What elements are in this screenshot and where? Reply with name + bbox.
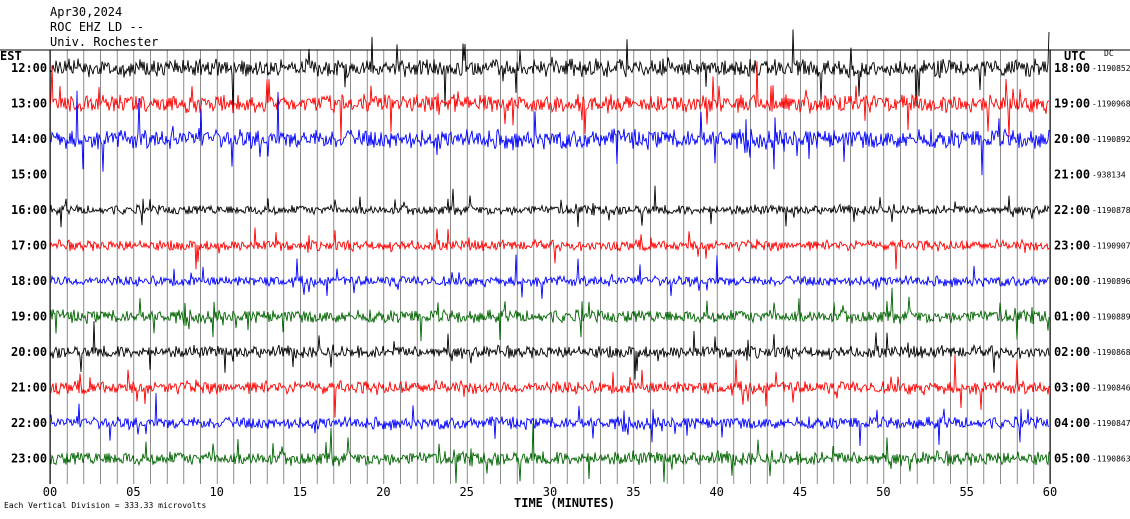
trace-1600 <box>49 185 1050 228</box>
x-tick-label: 10 <box>209 485 223 499</box>
dc-offset-label: -1190892 <box>1092 135 1130 144</box>
est-hour-label: 12:00 <box>11 61 47 75</box>
trace-2300 <box>49 423 1050 484</box>
utc-hour-label: 05:00 <box>1054 452 1090 466</box>
dc-offset-label: -1190852 <box>1092 64 1130 73</box>
dc-offset-label: -1190889 <box>1092 313 1130 322</box>
x-tick-label: 55 <box>959 485 973 499</box>
header-date: Apr30,2024 <box>50 5 122 19</box>
x-tick-label: 45 <box>793 485 807 499</box>
dc-offset-label: -1190868 <box>1092 348 1130 357</box>
utc-hour-label: 23:00 <box>1054 239 1090 253</box>
trace-2100 <box>49 354 1050 418</box>
utc-hour-label: 19:00 <box>1054 97 1090 111</box>
x-tick-label: 20 <box>376 485 390 499</box>
dc-offset-label: -1190846 <box>1092 384 1130 393</box>
est-hour-label: 13:00 <box>11 97 47 111</box>
est-hour-labels: 12:00 13:00 14:00 15:00 16:00 17:00 18:00 19:00… <box>11 61 47 466</box>
dc-offset-label: -1190907 <box>1092 242 1130 251</box>
x-tick-label: 00 <box>43 485 57 499</box>
x-tick-labels: 00 05 10 15 20 25 30 35 40 45 50 55 60 <box>43 485 1057 499</box>
header-station: ROC EHZ LD -- <box>50 20 144 34</box>
x-tick-label: 35 <box>626 485 640 499</box>
x-tick-label: 30 <box>543 485 557 499</box>
x-tick-label: 60 <box>1043 485 1057 499</box>
utc-hour-label: 00:00 <box>1054 274 1090 288</box>
dc-offset-label: -938134 <box>1092 171 1126 180</box>
dc-offset-label: -1190847 <box>1092 419 1130 428</box>
plot-frame <box>0 49 1130 484</box>
est-hour-label: 16:00 <box>11 203 47 217</box>
dc-offset-label: -1190863 <box>1092 455 1130 464</box>
header-location: Univ. Rochester <box>50 35 158 49</box>
trace-2000 <box>49 321 1050 380</box>
x-tick-label: 15 <box>293 485 307 499</box>
dc-offset-label: -1190878 <box>1092 206 1130 215</box>
left-axis-label: EST <box>0 49 22 63</box>
est-hour-label: 15:00 <box>11 168 47 182</box>
utc-hour-label: 18:00 <box>1054 61 1090 75</box>
trace-1400 <box>49 90 1050 176</box>
est-hour-label: 14:00 <box>11 132 47 146</box>
dc-label: DC <box>1104 49 1114 58</box>
seismic-traces <box>49 29 1050 484</box>
utc-hour-label: 22:00 <box>1054 203 1090 217</box>
dc-offset-label: -1190968 <box>1092 100 1130 109</box>
est-hour-label: 22:00 <box>11 416 47 430</box>
trace-1300 <box>49 61 1050 141</box>
utc-hour-label: 21:00 <box>1054 168 1090 182</box>
x-tick-label: 40 <box>709 485 723 499</box>
trace-1900 <box>49 287 1050 342</box>
est-hour-label: 20:00 <box>11 345 47 359</box>
x-tick-label: 50 <box>876 485 890 499</box>
dc-offset-labels: -1190852 -1190968 -1190892 -938134 -1190878 -… <box>1092 64 1130 464</box>
trace-1700 <box>49 227 1050 270</box>
est-hour-label: 19:00 <box>11 310 47 324</box>
right-axis-label: UTC <box>1064 49 1086 63</box>
utc-hour-label: 01:00 <box>1054 310 1090 324</box>
utc-hour-label: 02:00 <box>1054 345 1090 359</box>
utc-hour-label: 20:00 <box>1054 132 1090 146</box>
utc-hour-label: 04:00 <box>1054 416 1090 430</box>
trace-2200 <box>49 393 1050 447</box>
x-axis-label: TIME (MINUTES) <box>514 496 615 510</box>
est-hour-label: 21:00 <box>11 381 47 395</box>
utc-hour-labels: 18:00 19:00 20:00 21:00 22:00 23:00 00:00 01:00… <box>1054 61 1090 466</box>
utc-hour-label: 03:00 <box>1054 381 1090 395</box>
x-tick-label: 25 <box>459 485 473 499</box>
trace-1200 <box>49 29 1050 113</box>
est-hour-label: 18:00 <box>11 274 47 288</box>
dc-offset-label: -1190896 <box>1092 277 1130 286</box>
est-hour-label: 23:00 <box>11 452 47 466</box>
est-hour-label: 17:00 <box>11 239 47 253</box>
scale-note: Each Vertical Division = 333.33 microvol… <box>4 501 206 510</box>
trace-1800 <box>49 254 1050 299</box>
x-tick-label: 05 <box>126 485 140 499</box>
